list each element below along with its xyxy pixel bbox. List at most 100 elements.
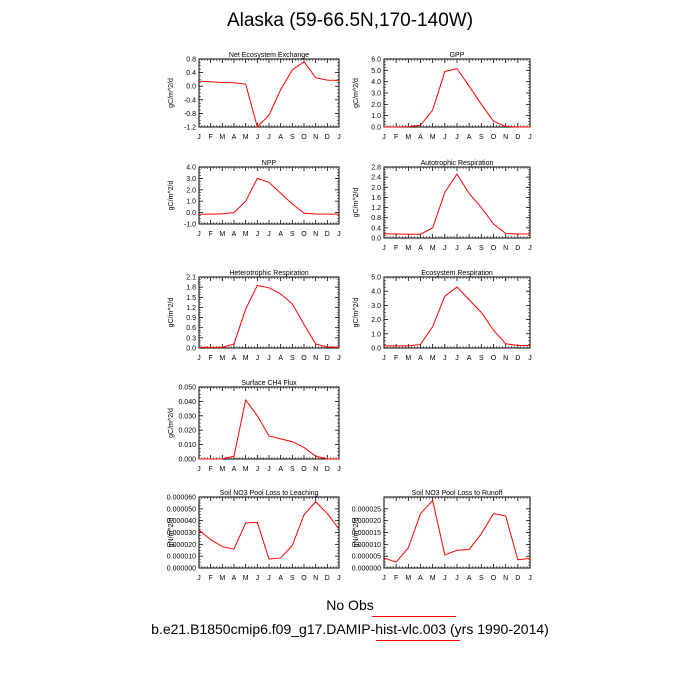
panel-3-xtick-label: O [491, 245, 497, 252]
panel-1-xtick-label: M [405, 134, 411, 141]
panel-7-xtick-label: M [243, 575, 249, 582]
panel-2-xtick-label: M [219, 231, 225, 238]
panel-7-ytick-label: 0.000050 [167, 506, 196, 513]
panel-6-xtick-label: S [290, 466, 295, 473]
panel-0-xtick-label: F [209, 134, 213, 141]
panel-1-xtick-label: O [491, 134, 497, 141]
panel-3-xtick-label: S [479, 245, 484, 252]
panel-5-xtick-label: N [503, 355, 508, 362]
panel-2-ytick-label: -1.0 [184, 222, 196, 229]
panel-6-title: Surface CH4 Flux [241, 380, 297, 387]
panel-3-xtick-label: F [394, 245, 398, 252]
panel-7-ylabel: gN/m^2/d [168, 518, 175, 548]
panel-0-xtick-label: J [197, 134, 201, 141]
panel-2-xtick-label: A [232, 231, 237, 238]
panel-6-xtick-label: J [256, 466, 260, 473]
panel-0-xtick-label: M [243, 134, 249, 141]
panel-4-xtick-label: J [197, 355, 201, 362]
panel-5-ytick-label: 5.0 [371, 275, 381, 282]
panel-3-ytick-label: 0.8 [371, 215, 381, 222]
panel-1-xtick-label: J [455, 134, 459, 141]
panel-4-xtick-label: A [232, 355, 237, 362]
panel-8-frame [383, 496, 531, 569]
legend-case-label: b.e21.B1850cmip6.f09_g17.DAMIP-hist-vlc.… [151, 621, 549, 637]
panel-2-xtick-label: J [256, 231, 260, 238]
panel-6-xtick-label: F [209, 466, 213, 473]
panel-2-frame [198, 166, 340, 225]
panel-2-xtick-label: J [197, 231, 201, 238]
panel-7-ytick-label: 0.000000 [167, 566, 196, 573]
panel-6-ytick-label: 0.000 [178, 457, 196, 464]
panel-8-series-line [383, 499, 531, 563]
panel-4-xtick-label: J [337, 355, 341, 362]
panel-1-ytick-label: 5.0 [371, 68, 381, 75]
panel-3-xtick-label: A [467, 245, 472, 252]
panel-1-xtick-label: F [394, 134, 398, 141]
panel-5-ylabel: gC/m^2/d [353, 298, 360, 328]
panel-6-ytick-label: 0.050 [178, 385, 196, 392]
panel-7-xtick-label: F [209, 575, 213, 582]
panel-6-xtick-label: J [337, 466, 341, 473]
panel-3-xtick-label: J [528, 245, 532, 252]
panel-8-ytick-label: 0.000010 [352, 542, 381, 549]
panel-0-ytick-label: 0.4 [186, 70, 196, 77]
panel-4-ytick-label: 0.3 [186, 335, 196, 342]
panel-5-xtick-label: M [430, 355, 436, 362]
panel-8-ytick-label: 0.000020 [352, 518, 381, 525]
panel-2-ylabel: gC/m^2/d [168, 181, 175, 211]
panel-7-xtick-label: J [267, 575, 271, 582]
panel-3-ytick-label: 0.0 [371, 236, 381, 243]
panel-8-xtick-label: O [491, 575, 497, 582]
panel-7-xtick-label: J [197, 575, 201, 582]
panel-2-title: NPP [262, 160, 277, 167]
panel-3-xtick-label: M [405, 245, 411, 252]
panel-2-series-line [198, 177, 339, 215]
panel-6-ytick-label: 0.030 [178, 413, 196, 420]
panel-1-title: GPP [450, 52, 465, 59]
panel-1-ytick-label: 4.0 [371, 79, 381, 86]
panel-7-ytick-label: 0.000040 [167, 518, 196, 525]
legend-obs-label: No Obs [326, 597, 374, 613]
panel-1-ytick-label: 0.0 [371, 125, 381, 132]
panel-7-xtick-label: S [290, 575, 295, 582]
panel-7-ytick-label: 0.000010 [167, 554, 196, 561]
panel-1-xtick-label: A [467, 134, 472, 141]
panel-8-xtick-label: J [455, 575, 459, 582]
panel-1-ytick-label: 3.0 [371, 91, 381, 98]
panel-3-series-line [383, 173, 530, 235]
panel-0-xtick-label: N [313, 134, 318, 141]
panel-6-xtick-label: N [313, 466, 318, 473]
panel-5-xtick-label: J [443, 355, 447, 362]
panel-4-ytick-label: 1.8 [186, 285, 196, 292]
panel-7-xtick-label: D [325, 575, 330, 582]
panel-3-ytick-label: 2.8 [371, 165, 381, 172]
panel-3-ylabel: gC/m^2/d [353, 188, 360, 218]
panel-7-xtick-label: J [337, 575, 341, 582]
panel-5-series-line [384, 286, 530, 347]
panel-8-xtick-label: M [405, 575, 411, 582]
panel-7-xtick-label: A [278, 575, 283, 582]
panel-7-series-line [198, 501, 340, 560]
panel-1-series-line [384, 68, 530, 128]
panel-5-ytick-label: 4.0 [371, 289, 381, 296]
panel-1-xtick-label: J [443, 134, 447, 141]
panel-0-ytick-label: 0.8 [186, 57, 196, 64]
panel-6-frame [198, 386, 340, 460]
panel-8-xtick-label: N [503, 575, 508, 582]
panel-3-xtick-label: M [430, 245, 436, 252]
panel-5-ytick-label: 3.0 [371, 303, 381, 310]
legend-line-case [376, 640, 460, 641]
panel-6-xtick-label: M [243, 466, 249, 473]
panel-3-ytick-label: 2.4 [371, 175, 381, 182]
panel-5-xtick-label: J [528, 355, 532, 362]
panel-6-ytick-label: 0.020 [178, 428, 196, 435]
panel-7-xtick-label: N [313, 575, 318, 582]
panel-8-ytick-label: 0.000025 [352, 506, 381, 513]
panel-8-xtick-label: M [430, 575, 436, 582]
panel-4-xtick-label: N [313, 355, 318, 362]
panel-5-ytick-label: 2.0 [371, 317, 381, 324]
panel-4-xtick-label: J [256, 355, 260, 362]
panel-8-ytick-label: 0.000015 [352, 530, 381, 537]
panel-3-title: Autotrophic Respiration [421, 160, 494, 167]
panel-4-series-line [199, 284, 340, 348]
